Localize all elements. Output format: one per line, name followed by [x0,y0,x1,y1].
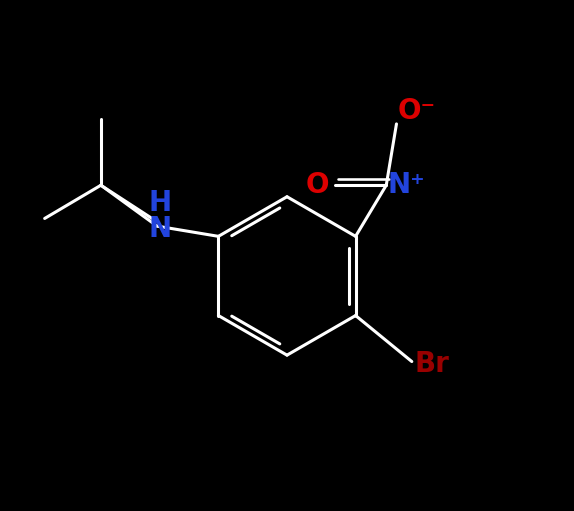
Text: O: O [305,171,329,199]
Text: N: N [148,215,171,243]
Text: O⁻: O⁻ [398,97,436,125]
Text: Br: Br [415,350,449,378]
Text: H: H [148,189,171,217]
Text: N⁺: N⁺ [388,171,425,199]
